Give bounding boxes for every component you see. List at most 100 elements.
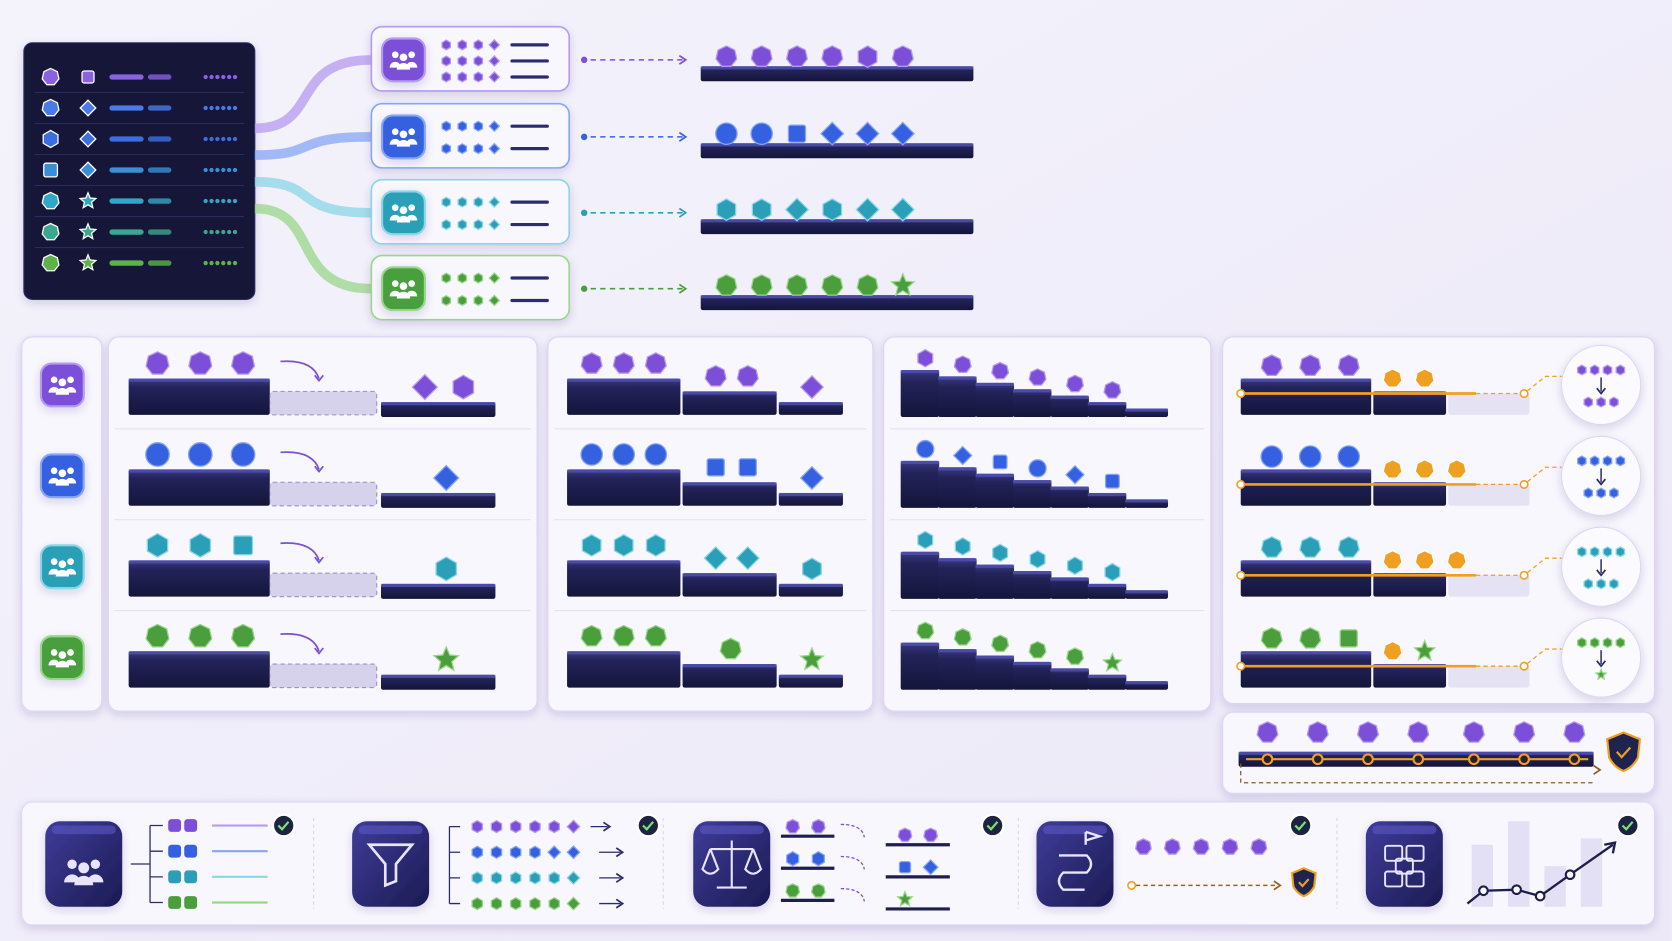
gem (441, 120, 452, 132)
gem (188, 623, 213, 648)
platform (682, 482, 777, 506)
mini-team (184, 819, 198, 832)
priority-node (1236, 388, 1246, 399)
row-bar (109, 136, 144, 142)
gem (1250, 838, 1268, 855)
gem (457, 39, 468, 51)
gem (432, 645, 461, 672)
platform (1087, 402, 1127, 418)
mini-team (184, 896, 198, 909)
gem (457, 55, 468, 67)
gem (457, 71, 468, 83)
platform-top (975, 473, 1015, 477)
row-dot (215, 136, 220, 142)
row-bar (147, 260, 172, 266)
priority-node (1518, 753, 1530, 766)
person-head (408, 51, 416, 59)
row-dot (221, 260, 226, 266)
platform (700, 143, 974, 159)
gem (1104, 562, 1121, 582)
gem (785, 883, 801, 898)
gem (1446, 549, 1467, 570)
gem (821, 45, 844, 67)
gem (750, 122, 774, 145)
person-head (399, 282, 408, 290)
gem (704, 364, 727, 387)
platform (938, 376, 977, 418)
platform-top (381, 583, 496, 588)
gem (787, 124, 807, 143)
gem (703, 546, 728, 571)
platform (1087, 674, 1127, 690)
gem (1382, 549, 1403, 570)
gem (992, 543, 1009, 563)
mini-team (168, 844, 182, 858)
gem (488, 196, 501, 209)
row-bar (147, 198, 172, 204)
gem (1339, 629, 1358, 648)
gem (1596, 578, 1606, 590)
arrow-head (314, 556, 324, 564)
platform-top (1050, 395, 1089, 399)
flow-dot (580, 56, 588, 64)
row-dot (215, 105, 220, 111)
gem (529, 871, 541, 885)
arrow-head (314, 647, 324, 655)
gem (1609, 396, 1619, 408)
gem (1594, 667, 1608, 681)
priority-node (1519, 388, 1529, 399)
gem (566, 819, 581, 834)
platform-top (1087, 674, 1127, 678)
gem (785, 818, 801, 834)
panel (882, 336, 1212, 712)
shield (1606, 731, 1642, 773)
priority-node (1412, 753, 1425, 766)
platform (1050, 486, 1089, 508)
scale-icon (700, 840, 763, 889)
gem (922, 859, 939, 876)
gem (954, 537, 971, 556)
row-dot (232, 105, 238, 111)
gem (1414, 459, 1435, 479)
gem (490, 871, 503, 885)
gem (457, 219, 468, 231)
gem (953, 628, 972, 646)
gem (1414, 368, 1435, 388)
gem (471, 896, 484, 911)
platform (1240, 651, 1372, 688)
platform-top (1240, 560, 1372, 564)
platform (1087, 583, 1127, 599)
platform (1240, 378, 1372, 415)
gem (79, 161, 97, 179)
gem (1589, 364, 1600, 376)
gem (992, 454, 1008, 470)
gem (857, 45, 878, 69)
row-bar (147, 136, 172, 142)
gem (1134, 838, 1152, 855)
platform-top (1087, 492, 1127, 497)
gem (1260, 626, 1283, 649)
flow-curve (254, 176, 372, 218)
row-dot (209, 74, 214, 80)
gem (1337, 536, 1360, 558)
row-bar (147, 167, 172, 173)
platform (975, 382, 1015, 418)
priority-node (1236, 661, 1246, 671)
shield (1290, 867, 1317, 898)
platform (1050, 577, 1089, 599)
platform-top (1087, 402, 1127, 406)
flow-curve (254, 55, 372, 134)
platform-top (975, 564, 1015, 568)
priority-node (1519, 479, 1529, 489)
bottom-strip (21, 801, 1656, 926)
row-dot (232, 229, 238, 235)
gem (1577, 637, 1587, 649)
platform-top (1012, 480, 1052, 484)
gem (1192, 838, 1210, 855)
gem (810, 883, 826, 898)
row-dot (227, 198, 232, 204)
gem (644, 443, 668, 466)
priority-node (1519, 661, 1529, 671)
gem (785, 274, 809, 296)
row-dot (203, 167, 208, 173)
